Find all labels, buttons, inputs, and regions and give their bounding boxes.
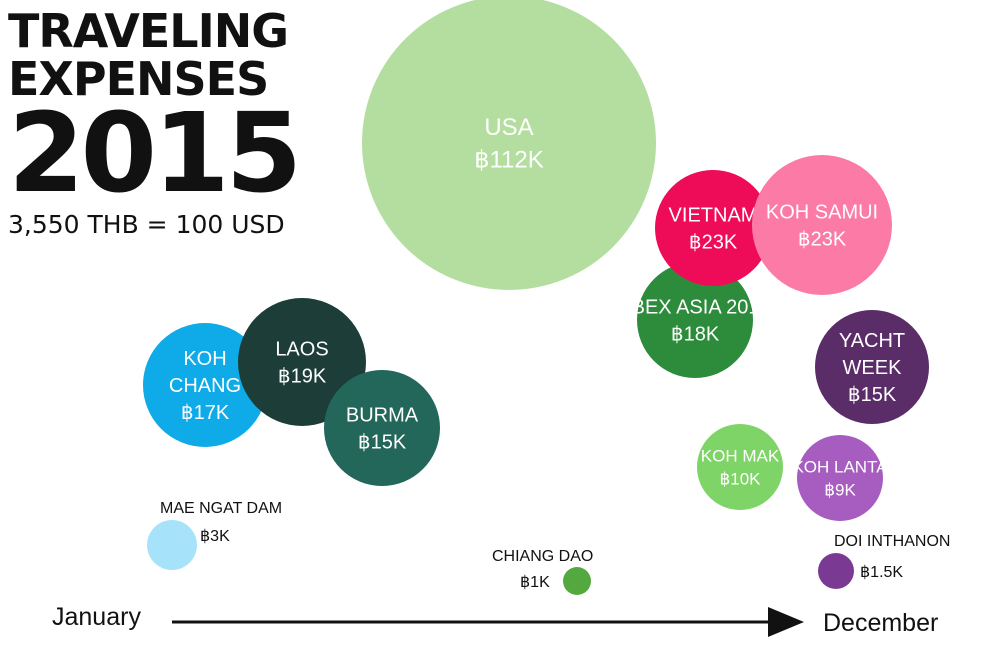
exchange-rate: 3,550 THB = 100 USD <box>8 210 285 239</box>
title-line-2: EXPENSES <box>8 52 269 106</box>
bubble-label-koh-samui: KOH SAMUI ฿23K <box>766 202 878 251</box>
bubble-label-koh-chang: KOH CHANG ฿17K <box>169 348 241 424</box>
bubble-koh-samui <box>752 155 892 295</box>
bubble-burma <box>324 370 440 486</box>
bubble-label-doi-inthanon: DOI INTHANON ฿1.5K <box>834 533 950 581</box>
bubble-tbex-asia-2015 <box>637 262 753 378</box>
bubble-label-mae-ngat-dam: MAE NGAT DAM ฿3K <box>160 500 282 545</box>
bubble-koh-chang <box>143 323 267 447</box>
bubble-label-yacht-week: YACHT WEEK ฿15K <box>839 330 905 406</box>
bubble-label-usa: USA ฿112K <box>474 114 544 173</box>
title-year: 2015 <box>8 89 302 217</box>
bubble-koh-lanta <box>797 435 883 521</box>
bubble-label-tbex-asia-2015: TBEX ASIA 2015 ฿18K <box>619 297 770 346</box>
bubble-usa <box>362 0 656 290</box>
bubble-yacht-week <box>815 310 929 424</box>
bubble-label-koh-mak: KOH MAK ฿10K <box>701 446 780 488</box>
bubble-vietnam <box>655 170 771 286</box>
bubble-label-chiang-dao: CHIANG DAO ฿1K <box>492 548 593 591</box>
timeline-end-label: December <box>823 609 939 637</box>
bubble-label-burma: BURMA ฿15K <box>346 405 419 454</box>
bubble-chiang-dao <box>563 567 591 595</box>
bubble-laos <box>238 298 366 426</box>
bubble-label-laos: LAOS ฿19K <box>275 339 328 388</box>
bubble-doi-inthanon <box>818 553 854 589</box>
title-line-1: TRAVELING <box>8 4 289 58</box>
bubble-mae-ngat-dam <box>147 520 197 570</box>
bubble-koh-mak <box>697 424 783 510</box>
bubble-label-vietnam: VIETNAM ฿23K <box>669 205 758 254</box>
bubble-label-koh-lanta: KOH LANTA ฿9K <box>792 457 888 499</box>
title-block: TRAVELING EXPENSES 2015 3,550 THB = 100 … <box>8 4 302 239</box>
timeline-start-label: January <box>52 603 141 631</box>
